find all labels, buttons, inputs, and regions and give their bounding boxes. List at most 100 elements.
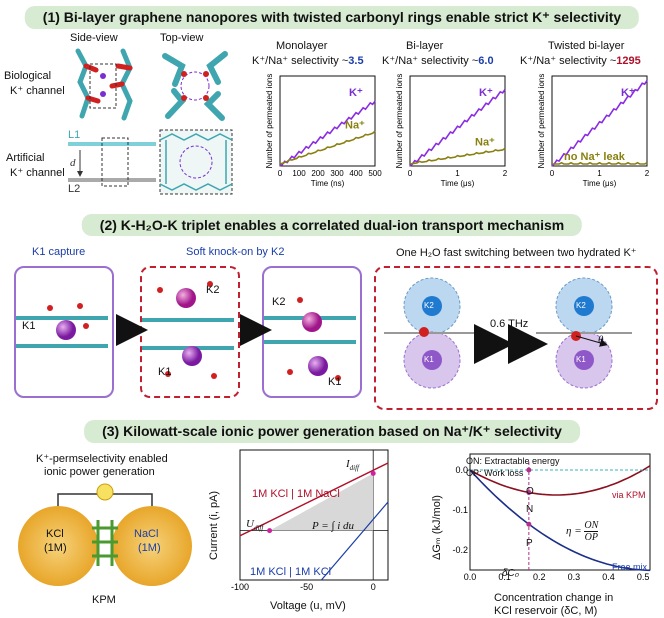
plot1-tick: 500	[368, 169, 382, 178]
plot1-ylabel: Number of permeated ions	[265, 74, 274, 169]
switch-left-k2: K2	[424, 301, 434, 310]
energy-frame	[469, 453, 651, 571]
energy-xtick: 0.3	[568, 572, 581, 582]
power-equation: P = ∫ i du	[312, 520, 355, 532]
artificial-top-view	[159, 129, 233, 195]
plot3-na-label: no Na⁺ leak	[564, 151, 626, 163]
iv-idiff-point	[370, 470, 376, 476]
k1-capture-label: K1 capture	[32, 246, 86, 258]
energy-xtick: 0.5	[637, 572, 650, 582]
plot3-xlabel: Time (μs)	[583, 179, 617, 188]
plot1-tick: 0	[278, 169, 283, 178]
i-diff-label: Idiff	[346, 458, 360, 473]
plot3-tick: 2	[645, 169, 650, 178]
panel3-k2-label: K2	[272, 296, 286, 308]
switch-right-k1: K1	[576, 355, 586, 364]
free-mix-label: Free mix	[612, 562, 648, 572]
energy-xtick: 0.4	[602, 572, 615, 582]
energy-xtick: 0.0	[464, 572, 477, 582]
energy-ylabel: ΔGₘ (kJ/mol)	[431, 495, 443, 560]
iv-xtick: -100	[231, 582, 249, 592]
iv-blue-line	[320, 501, 389, 581]
plot3-ylabel: Number of permeated ions	[537, 74, 546, 169]
switch-right-k2: K2	[576, 301, 586, 310]
art-channel-label-2: K⁺ channel	[10, 167, 65, 179]
plot1-title: Monolayer	[276, 40, 328, 52]
bio-channel-label-1: Biological	[4, 70, 52, 82]
plot1-na-label: Na⁺	[345, 120, 365, 132]
energy-ytick: -0.1	[452, 505, 468, 515]
point-N: N	[526, 504, 534, 515]
plot2-selectivity: K⁺/Na⁺ selectivity ~6.0	[382, 55, 494, 67]
power-generation-illustration	[18, 483, 192, 586]
plot1-tick: 400	[349, 169, 363, 178]
iv-udiff-point	[267, 528, 273, 534]
plot2-na-line	[409, 147, 506, 165]
plot3-k-label: K⁺	[621, 87, 635, 99]
art-channel-label-1: Artificial	[6, 152, 45, 164]
panel2-k1-label: K1	[158, 366, 172, 378]
left-title-1: K⁺-permselectivity enabled	[36, 453, 168, 465]
plot2-tick: 1	[455, 169, 460, 178]
nacl-reservoir	[112, 506, 192, 586]
energy-xtick: 0.2	[533, 572, 546, 582]
plot1-tick: 200	[311, 169, 325, 178]
iv-xlabel: Voltage (u, mV)	[270, 600, 346, 612]
energy-point-O	[526, 467, 532, 473]
iv-xtick: -50	[300, 582, 313, 592]
panel1-k1-label: K1	[22, 320, 36, 332]
plot2-tick: 0	[408, 169, 413, 178]
layer-L1-label: L1	[68, 129, 80, 141]
plot3-title: Twisted bi-layer	[548, 40, 625, 52]
plot1-k-label: K⁺	[349, 87, 363, 99]
plot2-tick: 2	[503, 169, 508, 178]
layer-distance-label: d	[70, 157, 76, 169]
iv-red-label: 1M KCl | 1M NaCl	[252, 488, 340, 500]
plot3-tick: 0	[550, 169, 555, 178]
kcl-label: KCl	[46, 528, 64, 540]
energy-free-mix-curve	[469, 469, 651, 572]
layer-L2-label: L2	[68, 183, 80, 195]
section1-title: (1) Bi-layer graphene nanopores with twi…	[24, 6, 640, 29]
plot2-k-line	[409, 89, 506, 167]
energy-ytick: 0.0	[455, 465, 468, 475]
plot1-tick: 300	[330, 169, 344, 178]
plot3-na-line	[552, 161, 648, 165]
permeation-plots: 0 1 0 0 200 300 400 500 Time (ns) Number of perme…	[265, 74, 650, 188]
top-view-label: Top-view	[160, 32, 204, 44]
plot1-frame	[279, 75, 376, 167]
lightbulb-icon	[96, 483, 114, 501]
nacl-label: NaCl	[134, 528, 159, 540]
legend-op: OP: Work loss	[466, 468, 524, 478]
energy-plot: 0.0 -0.1 -0.2 0.0 0.1 0.2 0.3 0.4 0.5	[452, 453, 651, 582]
plot1-xlabel: Time (ns)	[311, 179, 345, 188]
plot1-na-line	[279, 130, 376, 165]
side-view-label: Side-view	[70, 32, 118, 44]
theta-label: θ	[598, 334, 604, 346]
plot2-frame	[409, 75, 506, 167]
plot1-k-line	[279, 100, 376, 167]
energy-xlabel-1: Concentration change in	[494, 592, 614, 604]
switch-title: One H₂O fast switching between two hydra…	[396, 247, 637, 259]
panel2-layers	[142, 281, 234, 379]
energy-xlabel-2: KCl reservoir (δC, M)	[494, 605, 598, 617]
plot2-k-label: K⁺	[479, 87, 493, 99]
energy-via-kpm-curve	[469, 465, 651, 496]
switch-panel	[374, 266, 658, 410]
energy-point-N	[526, 489, 532, 495]
legend-on: ON: Extractable energy	[466, 456, 560, 466]
iv-xtick: 0	[371, 582, 376, 592]
kpm-label: KPM	[92, 594, 116, 606]
bio-channel-label-2: K⁺ channel	[10, 85, 65, 97]
plot2-title: Bi-layer	[406, 40, 444, 52]
bio-top-view-image	[162, 51, 228, 121]
frequency-label: 0.6 THz	[490, 318, 529, 330]
bio-side-view-image	[75, 48, 133, 121]
via-kpm-label: via KPM	[612, 490, 646, 500]
switch-right	[536, 277, 632, 389]
panel3-layers	[264, 297, 356, 381]
iv-power-area	[269, 473, 374, 531]
dc0-label: δC₀	[502, 568, 519, 579]
artificial-side-view: L1 L2 d	[68, 129, 156, 195]
